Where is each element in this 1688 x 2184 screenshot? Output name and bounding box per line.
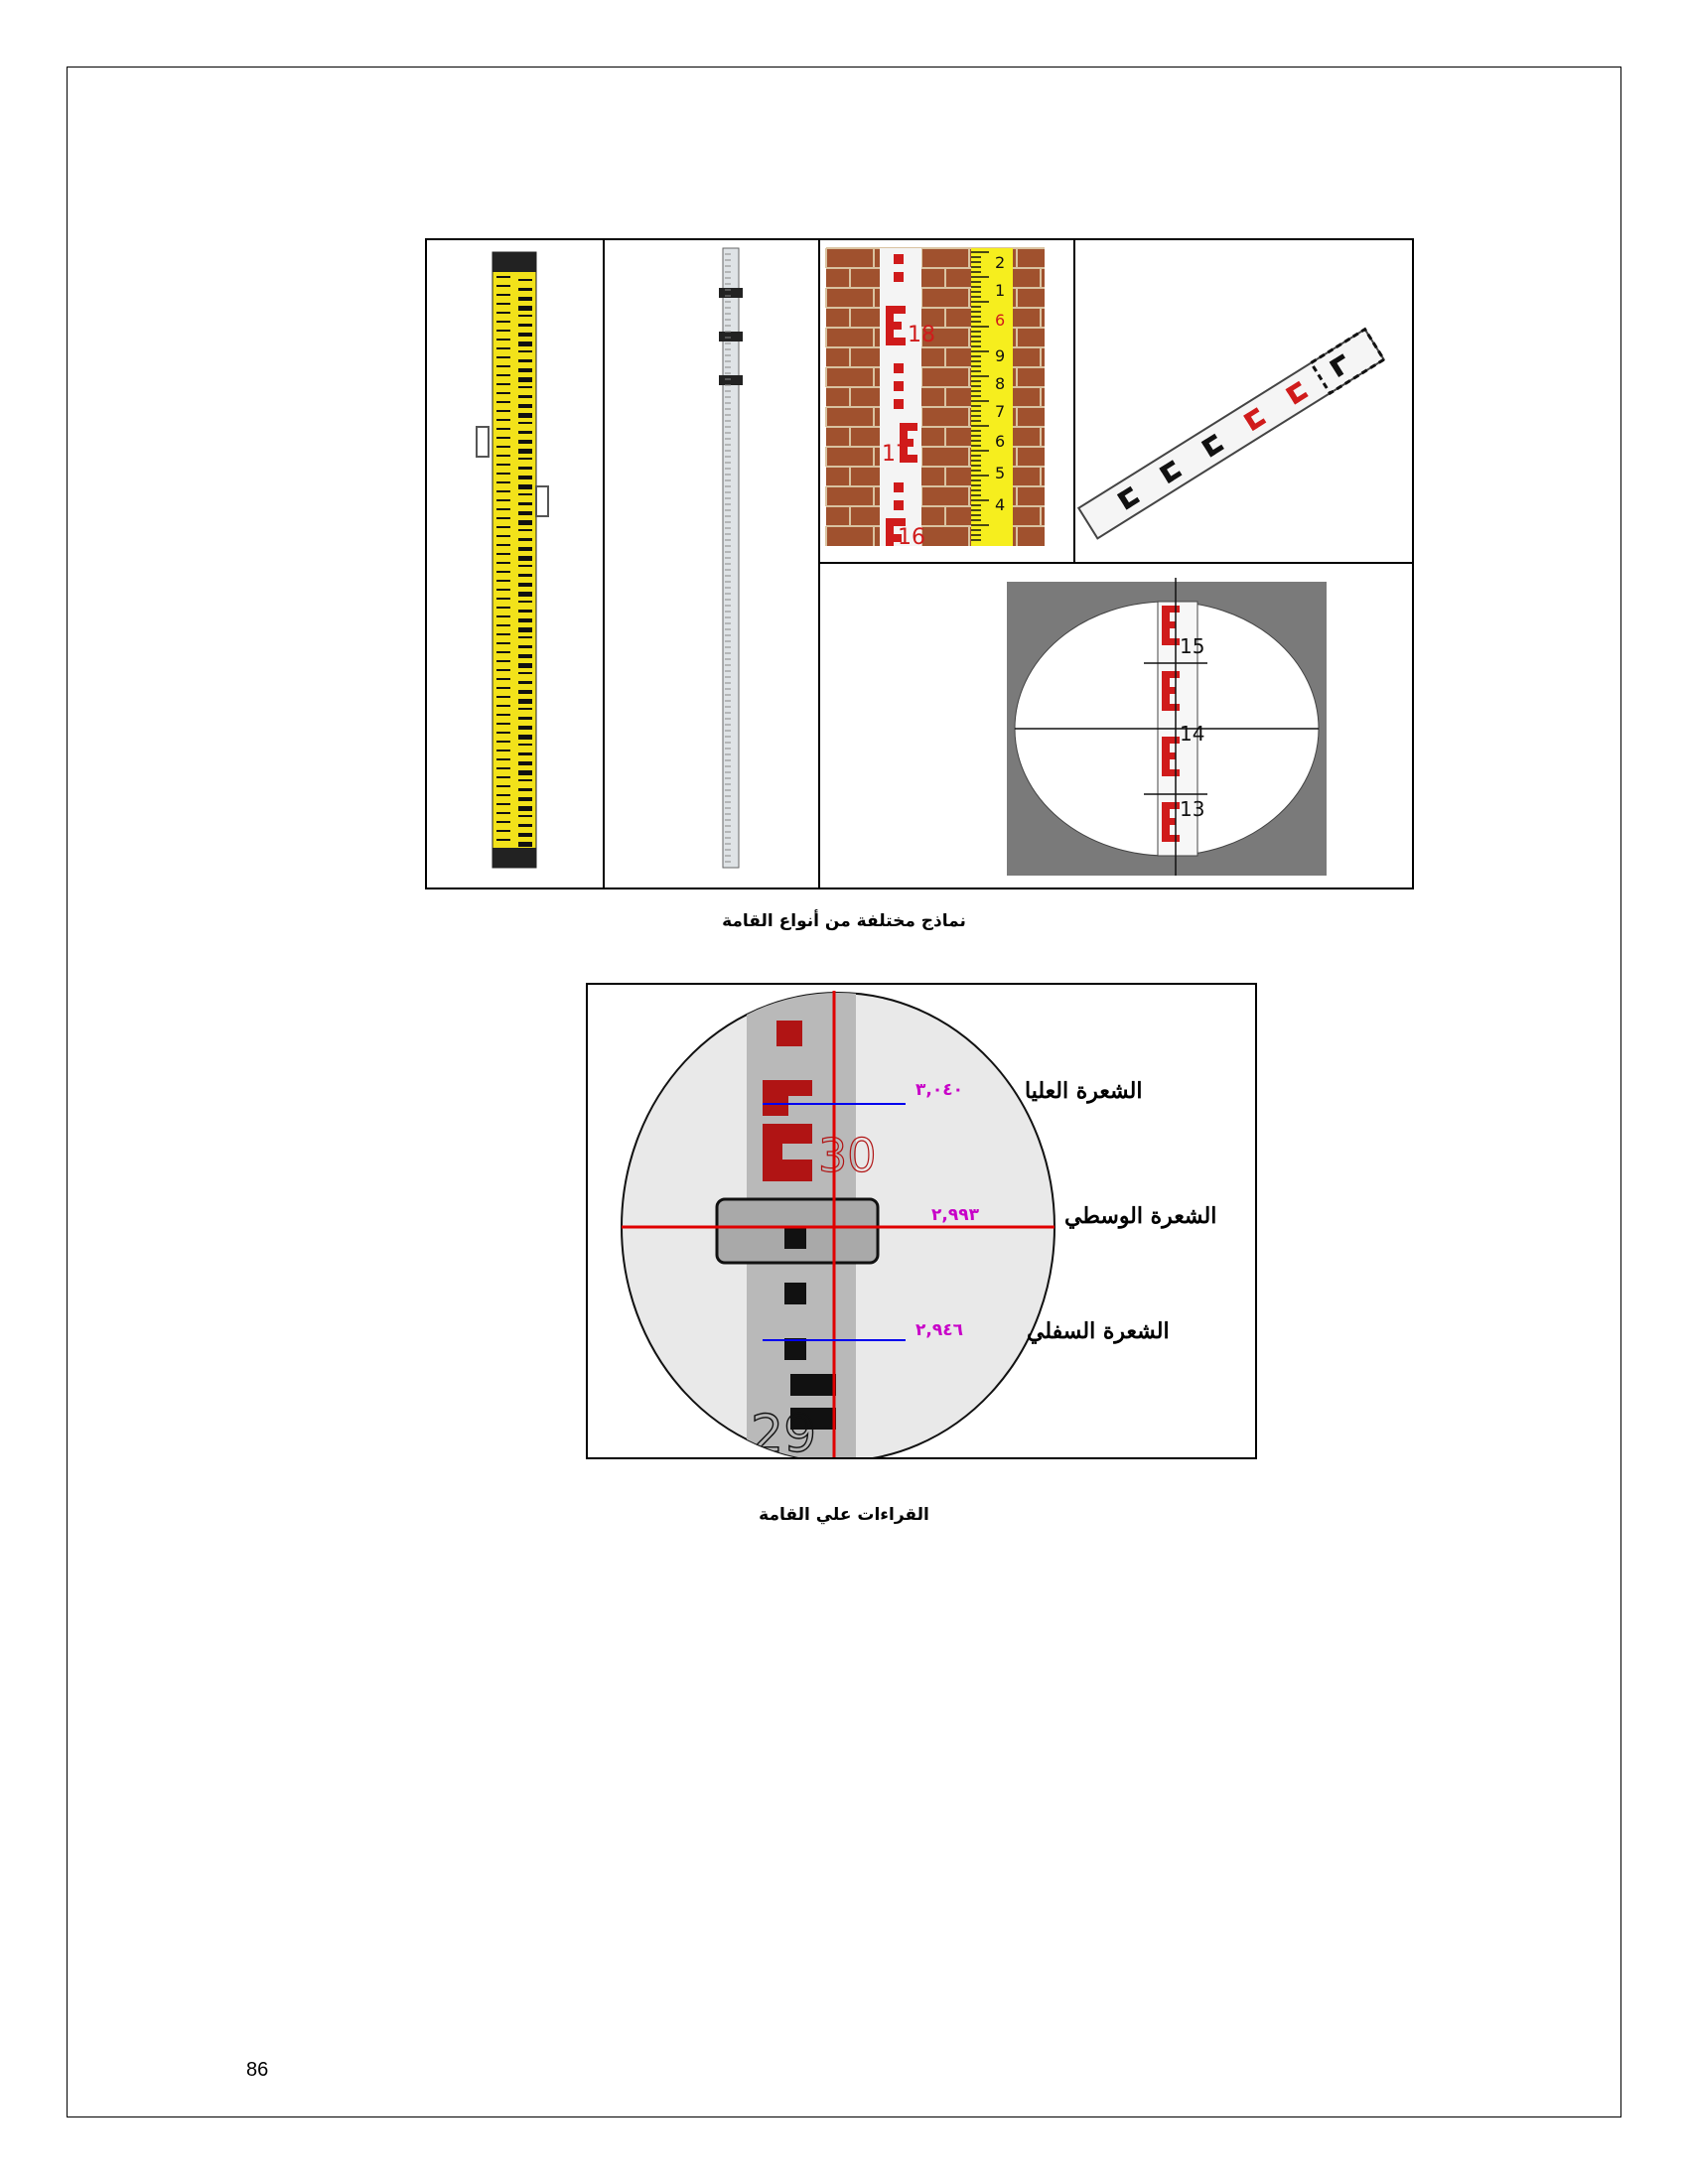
tape-number: 4 <box>995 495 1005 514</box>
yellow-barcode-staff <box>476 251 549 869</box>
staff-types-figure: 18 17 16 2 1 6 9 8 7 6 5 4 <box>425 238 1414 889</box>
tape-number: 1 <box>995 281 1005 300</box>
tilted-staff-photo <box>1076 327 1386 540</box>
tape-number: 5 <box>995 464 1005 482</box>
staff-readings-figure: 30 29 ٣,٠٤٠ ٢,٩٩٣ ٢,٩٤٦ الشعرة العليا ال… <box>586 983 1257 1459</box>
reticle-number: 13 <box>1180 797 1204 821</box>
tape-number: 6 <box>995 311 1005 330</box>
lower-hair-label: الشعرة السفلي <box>1027 1318 1170 1344</box>
upper-hair-label: الشعرة العليا <box>1025 1078 1143 1104</box>
tape-number: 6 <box>995 432 1005 451</box>
middle-hair-reading: ٢,٩٩٣ <box>931 1205 979 1225</box>
figure-caption-staff-readings: القراءات علي القامة <box>759 1505 929 1525</box>
page-border <box>67 67 1621 2117</box>
page-number: 86 <box>246 2059 269 2081</box>
staff-number-29: 29 <box>751 1405 816 1457</box>
tape-number: 9 <box>995 346 1005 365</box>
brick-staff-number-16: 16 <box>898 525 925 550</box>
tape-number: 8 <box>995 374 1005 393</box>
upper-hair-reading: ٣,٠٤٠ <box>915 1080 963 1100</box>
reticle-view: 15 14 13 <box>1007 578 1327 876</box>
reticle-number: 15 <box>1180 634 1204 658</box>
brick-staff-number-17: 17 <box>882 442 910 467</box>
tape-number: 7 <box>995 402 1005 421</box>
brick-wall-staff-photo: 18 17 16 2 1 6 9 8 7 6 5 4 <box>825 247 1045 550</box>
brick-staff-number-18: 18 <box>908 323 935 347</box>
aluminium-telescopic-staff <box>719 247 743 869</box>
telescope-view: 30 29 <box>621 991 1055 1457</box>
lower-hair-reading: ٢,٩٤٦ <box>915 1320 963 1340</box>
middle-hair-label: الشعرة الوسطي <box>1064 1203 1217 1229</box>
staff-types-collage: 18 17 16 2 1 6 9 8 7 6 5 4 <box>476 240 1412 887</box>
tape-number: 2 <box>995 253 1005 272</box>
reticle-number: 14 <box>1180 722 1204 746</box>
staff-number-30: 30 <box>818 1129 877 1182</box>
figure-caption-staff-types: نماذج مختلفة من أنواع القامة <box>722 911 966 931</box>
